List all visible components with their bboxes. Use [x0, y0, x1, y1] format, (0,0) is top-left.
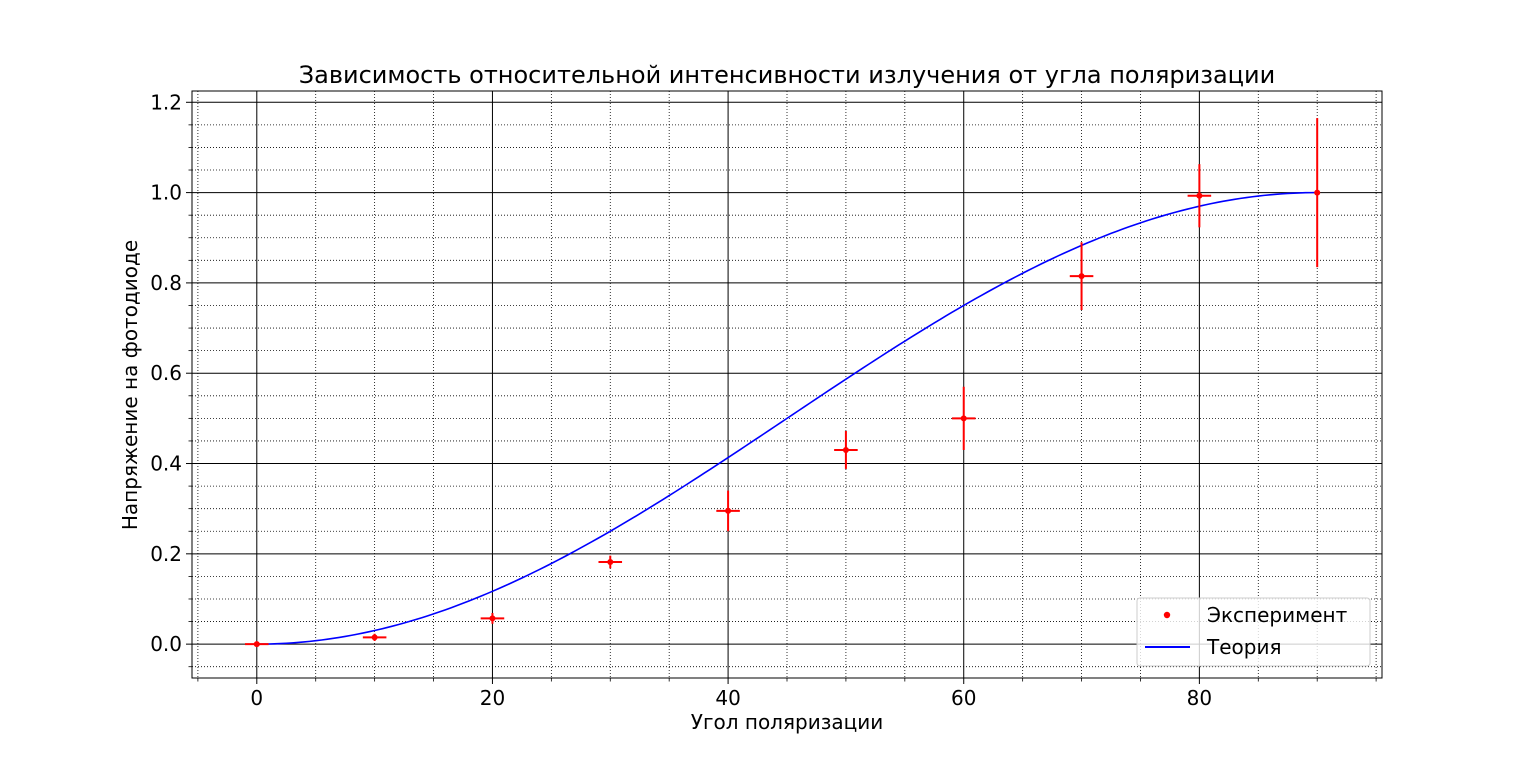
legend-label-theory: Теория: [1206, 635, 1281, 659]
data-point: [245, 641, 269, 648]
y-tick-label: 1.2: [150, 90, 182, 114]
legend-box: [1136, 597, 1371, 667]
point-marker: [725, 507, 732, 514]
point-marker: [960, 415, 967, 422]
legend: Эксперимент Теория: [1136, 597, 1371, 667]
y-tick-label: 0.6: [150, 361, 182, 385]
data-point: [1187, 164, 1212, 228]
y-tick-label: 0.4: [150, 452, 182, 476]
y-tick-label: 0.8: [150, 271, 182, 295]
point-marker: [607, 558, 614, 565]
point-marker: [489, 615, 496, 622]
data-point: [1314, 118, 1321, 268]
y-tick-label: 1.0: [150, 181, 182, 205]
theory-series: [256, 191, 1318, 645]
x-tick-label: 40: [715, 686, 740, 710]
major-grid: [192, 91, 1382, 678]
y-tick-label: 0.0: [150, 632, 182, 656]
point-marker: [842, 446, 849, 453]
point-marker: [1078, 273, 1085, 280]
point-marker: [1314, 189, 1321, 196]
point-marker: [371, 634, 378, 641]
theory-curve: [256, 191, 1318, 645]
chart-title: Зависимость относительной интенсивности …: [299, 61, 1275, 89]
data-point: [951, 386, 976, 450]
data-point: [598, 555, 623, 569]
data-point: [834, 431, 858, 469]
x-axis-label: Угол поляризации: [691, 710, 883, 734]
experiment-series: [245, 118, 1321, 648]
legend-marker-experiment: [1163, 611, 1171, 619]
data-point: [480, 612, 505, 624]
point-marker: [253, 641, 260, 648]
x-tick-label: 0: [250, 686, 263, 710]
x-tick-label: 80: [1187, 686, 1212, 710]
point-marker: [1196, 192, 1203, 199]
data-point: [362, 633, 387, 641]
legend-label-experiment: Эксперимент: [1207, 603, 1348, 627]
data-point: [716, 490, 740, 532]
data-point: [1069, 242, 1094, 310]
x-tick-label: 60: [951, 686, 976, 710]
axis-ticks: [186, 101, 1377, 684]
x-tick-label: 20: [480, 686, 505, 710]
y-tick-label: 0.2: [150, 542, 182, 566]
tick-labels: 0 20 40 60 80 0.0 0.2 0.4 0.6 0.8 1.0 1.2: [150, 90, 1212, 710]
y-axis-label: Напряжение на фотодиоде: [118, 240, 142, 530]
minor-grid: [192, 91, 1382, 678]
